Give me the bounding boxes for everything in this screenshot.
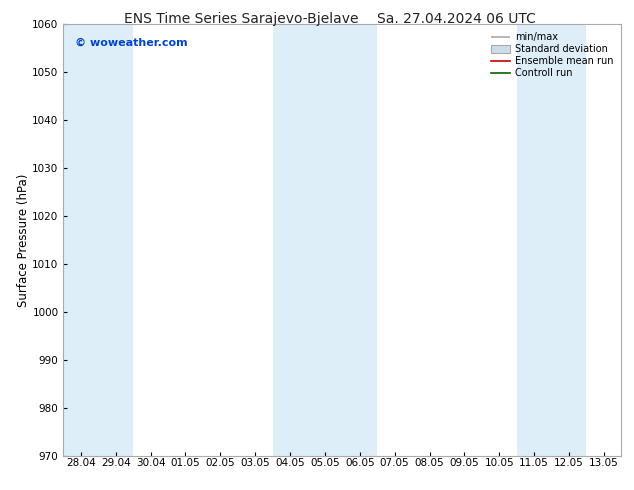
Text: Sa. 27.04.2024 06 UTC: Sa. 27.04.2024 06 UTC: [377, 12, 536, 26]
Y-axis label: Surface Pressure (hPa): Surface Pressure (hPa): [16, 173, 30, 307]
Text: ENS Time Series Sarajevo-Bjelave: ENS Time Series Sarajevo-Bjelave: [124, 12, 358, 26]
Bar: [342, 24, 377, 456]
Bar: [517, 24, 552, 456]
Text: © woweather.com: © woweather.com: [75, 37, 187, 48]
Bar: [273, 24, 307, 456]
Bar: [552, 24, 586, 456]
Legend: min/max, Standard deviation, Ensemble mean run, Controll run: min/max, Standard deviation, Ensemble me…: [488, 29, 616, 81]
Bar: [307, 24, 342, 456]
Bar: [98, 24, 133, 456]
Bar: [63, 24, 98, 456]
